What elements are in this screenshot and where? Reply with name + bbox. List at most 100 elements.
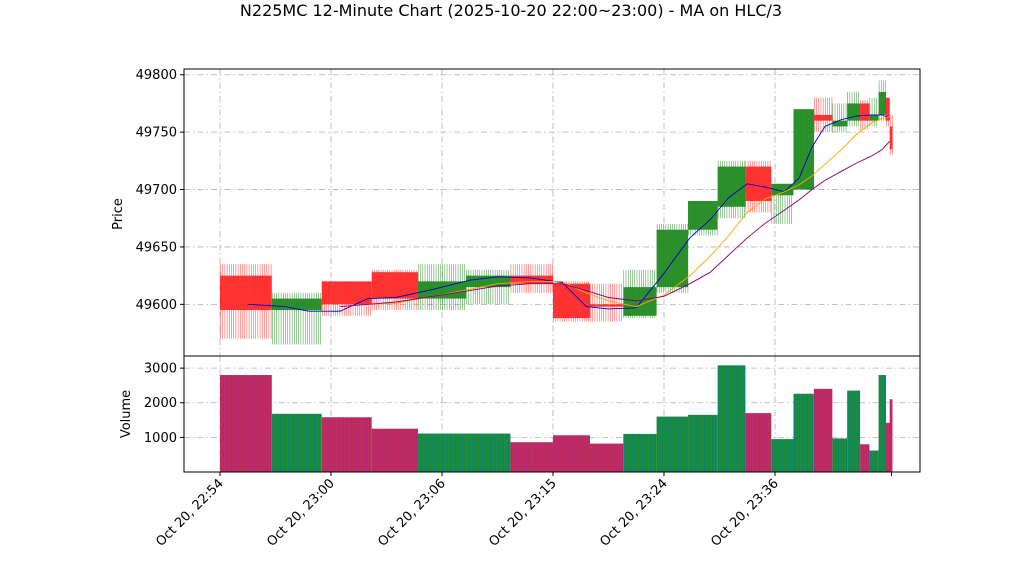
volume-bar-fill <box>271 413 322 472</box>
candle-body <box>869 114 879 121</box>
volume-bar <box>590 443 624 472</box>
volume-y-tick-label: 3000 <box>144 362 177 377</box>
volume-axis-label: Volume <box>119 390 134 438</box>
volume-bar <box>321 417 372 472</box>
volume-y-tick-label: 2000 <box>144 396 177 411</box>
x-tick-label: Oct 20, 22:54 <box>153 476 226 549</box>
volume-y-ticks: 1000 2000 3000 <box>144 362 184 446</box>
candle-up <box>417 264 467 311</box>
volume-bar <box>220 375 272 472</box>
candle-down <box>860 99 870 130</box>
x-tick-label: Oct 20, 23:00 <box>264 476 337 549</box>
volume-bar <box>869 450 879 472</box>
volume-bar-fill <box>793 393 814 472</box>
candle-up <box>847 91 861 127</box>
volume-y-tick-label: 1000 <box>144 431 177 446</box>
candle-body <box>860 103 870 121</box>
x-tick-label: Oct 20, 23:06 <box>375 476 448 549</box>
candle-body <box>832 120 848 127</box>
volume-bar <box>717 365 746 472</box>
volume-bar-fill <box>656 416 689 472</box>
volume-bars <box>220 365 893 472</box>
candle-up <box>623 269 657 319</box>
candle-body <box>886 97 890 121</box>
volume-bar <box>793 393 814 472</box>
candle-down <box>813 97 833 133</box>
volume-bar <box>688 414 718 472</box>
volume-bar-fill <box>889 399 893 472</box>
volume-bar-fill <box>510 442 553 472</box>
volume-panel-frame <box>183 355 921 473</box>
price-bars <box>220 80 893 345</box>
volume-bar <box>771 439 794 472</box>
volume-bar-fill <box>832 438 848 472</box>
candle-up <box>771 183 794 224</box>
candle-down <box>321 281 372 316</box>
volume-bar <box>813 388 833 472</box>
candle-up <box>656 223 689 293</box>
price-y-tick-label: 49700 <box>136 183 177 198</box>
volume-bar-fill <box>886 422 890 472</box>
candle-body <box>321 281 372 305</box>
volume-bar <box>623 433 657 472</box>
candle-body <box>889 126 893 150</box>
candle-body <box>878 91 886 115</box>
volume-bar <box>889 399 893 472</box>
ma-line-2 <box>340 116 890 308</box>
volume-bar <box>656 416 689 472</box>
candle-body <box>590 304 624 307</box>
candle-body <box>553 283 590 319</box>
x-tick-label: Oct 20, 23:36 <box>708 476 781 549</box>
volume-bar <box>271 413 322 472</box>
volume-bar-fill <box>860 444 870 472</box>
candle-down <box>510 264 553 293</box>
price-y-tick-label: 49800 <box>136 68 177 83</box>
volume-bar-fill <box>813 388 833 472</box>
candle-up <box>717 160 746 219</box>
candle-down <box>220 264 272 339</box>
moving-averages <box>247 114 891 312</box>
candle-body <box>771 183 794 196</box>
price-y-tick-label: 49750 <box>136 126 177 141</box>
x-tick-label: Oct 20, 23:24 <box>597 476 670 549</box>
candle-up <box>832 103 848 133</box>
volume-bar <box>417 433 467 472</box>
candle-up <box>878 80 886 121</box>
x-tick-label: Oct 20, 23:15 <box>486 476 559 549</box>
volume-bar <box>466 433 511 472</box>
volume-bar <box>745 413 772 472</box>
volume-bar-fill <box>220 375 272 472</box>
volume-bar <box>847 390 861 472</box>
volume-bar-fill <box>321 417 372 472</box>
ma-line-3 <box>340 140 891 308</box>
volume-bar <box>553 435 590 472</box>
x-axis-ticks: Oct 20, 22:54 Oct 20, 23:00 Oct 20, 23:06 O… <box>153 472 893 550</box>
candle-body <box>510 275 553 284</box>
candle-body <box>466 275 511 288</box>
candle-body <box>417 281 467 299</box>
volume-bar-fill <box>466 433 511 472</box>
price-y-ticks: 49600 49650 49700 49750 49800 <box>136 68 184 313</box>
candle-down <box>553 281 590 322</box>
candle-up <box>271 292 322 345</box>
volume-bar <box>510 442 553 472</box>
volume-bar <box>886 422 890 472</box>
volume-bar-fill <box>869 450 879 472</box>
volume-bar-fill <box>371 428 418 472</box>
volume-bar-fill <box>688 414 718 472</box>
candle-body <box>623 287 657 316</box>
chart-title: N225MC 12-Minute Chart (2025-10-20 22:00… <box>239 1 783 20</box>
volume-bar-fill <box>553 435 590 472</box>
candle-body <box>271 298 322 311</box>
volume-bar <box>878 375 886 472</box>
volume-bar <box>860 444 870 472</box>
candle-body <box>220 275 272 311</box>
candle-down <box>889 114 893 156</box>
candle-up <box>688 201 718 236</box>
price-axis-label: Price <box>111 198 126 230</box>
candle-down <box>886 97 890 127</box>
price-y-tick-label: 49600 <box>136 298 177 313</box>
volume-bar <box>371 428 418 472</box>
volume-bar <box>832 438 848 472</box>
